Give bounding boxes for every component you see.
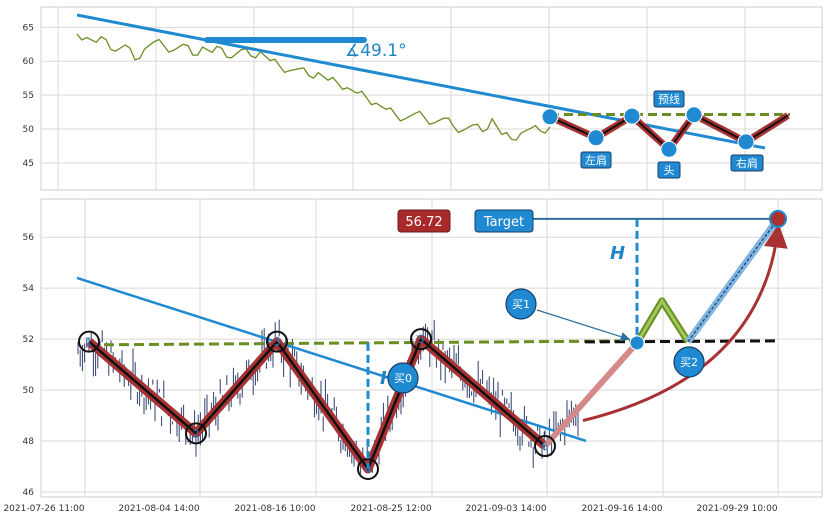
top-y-ticks: 45 50 55 60 65 <box>23 23 35 169</box>
pivot-circle <box>357 457 379 480</box>
target-label-box: Target <box>474 209 534 233</box>
bottom-y-tick-label: 46 <box>23 488 35 498</box>
bottom-grid <box>41 199 822 497</box>
pivot-markers: 1 2 3 4 5 6 <box>78 328 556 480</box>
retest-line <box>635 298 690 344</box>
bottom-x-ticks: 2021-07-26 11:00 2021-08-04 14:00 2021-08-… <box>3 504 777 514</box>
pivot-label: 6 <box>542 440 549 453</box>
neckline-extension <box>584 339 779 344</box>
buy1-marker: 买1 <box>505 288 537 320</box>
zigzag-line <box>88 337 546 472</box>
bottom-neckline <box>88 339 638 347</box>
right-shoulder-label: 右肩 <box>730 154 764 172</box>
top-panel-frame <box>40 6 823 191</box>
projection-to-neck <box>542 340 640 449</box>
pivot-circle <box>78 330 100 353</box>
top-y-tick-label: 60 <box>23 57 35 67</box>
svg-text:56.72: 56.72 <box>405 215 442 230</box>
svg-text:买0: 买0 <box>394 372 412 385</box>
bottom-y-tick-label: 54 <box>23 284 35 294</box>
x-tick-label: 2021-08-25 12:00 <box>350 504 431 514</box>
pivot-label: 5 <box>418 333 425 346</box>
pivot-circle <box>410 328 432 351</box>
pivot-label: 3 <box>274 336 281 349</box>
buy-markers: 买0 买1 买2 <box>387 288 705 394</box>
top-pattern-point <box>737 133 755 151</box>
pivot-circle <box>185 422 207 445</box>
target-point <box>769 209 787 228</box>
bottom-y-tick-label: 52 <box>23 335 34 345</box>
height-label-right: H <box>610 243 625 264</box>
top-y-tick-label: 45 <box>23 159 34 169</box>
svg-text:买2: 买2 <box>680 356 698 369</box>
top-y-tick-label: 55 <box>23 91 34 101</box>
target-arc <box>582 223 788 423</box>
top-panel: 45 50 55 60 65 ∡49.1° 左肩 头 右肩 预线 <box>23 6 823 191</box>
top-pattern-point <box>587 129 605 147</box>
projection-to-target-dash <box>687 218 779 342</box>
buy0-marker: 买0 <box>387 362 419 394</box>
top-pattern-point <box>660 140 678 158</box>
buy2-marker: 买2 <box>673 346 705 378</box>
svg-text:头: 头 <box>664 164 675 177</box>
zigzag-pattern <box>86 334 548 474</box>
pivot-label: 2 <box>193 427 200 440</box>
x-tick-label: 2021-08-16 10:00 <box>234 504 315 514</box>
top-price-line <box>76 33 551 141</box>
svg-text:Target: Target <box>483 215 524 230</box>
svg-text:左肩: 左肩 <box>585 153 607 167</box>
pivot-label: 1 <box>86 336 93 349</box>
top-pattern-point <box>623 107 641 125</box>
x-tick-label: 2021-08-04 14:00 <box>118 504 199 514</box>
top-trendline <box>76 13 766 150</box>
target-price-box: 56.72 <box>397 209 451 233</box>
angle-label: ∡49.1° <box>345 41 407 61</box>
top-hs-pattern <box>541 106 790 158</box>
head-label: 头 <box>657 161 681 179</box>
bottom-y-tick-label: 48 <box>23 437 35 447</box>
pivot-circle <box>534 435 556 458</box>
x-tick-label: 2021-09-16 14:00 <box>581 504 662 514</box>
top-y-tick-label: 50 <box>23 125 35 135</box>
bottom-y-tick-label: 56 <box>23 233 35 243</box>
x-tick-label: 2021-09-03 14:00 <box>465 504 546 514</box>
bottom-y-ticks: 46 48 50 52 54 56 <box>23 233 35 498</box>
top-pattern-labels: 左肩 头 右肩 预线 <box>580 90 764 179</box>
pivot-circle <box>266 330 288 353</box>
x-tick-label: 2021-09-29 10:00 <box>696 504 777 514</box>
top-pattern-point <box>685 106 703 124</box>
left-shoulder-label: 左肩 <box>580 151 612 169</box>
forecast-label: 预线 <box>653 90 685 108</box>
x-tick-label: 2021-07-26 11:00 <box>3 504 84 514</box>
top-y-tick-label: 65 <box>23 23 34 33</box>
top-pattern-point <box>541 108 559 126</box>
svg-text:右肩: 右肩 <box>736 156 758 170</box>
svg-text:预线: 预线 <box>658 92 680 106</box>
pivot-label: 4 <box>365 463 372 476</box>
bottom-y-tick-label: 50 <box>23 386 35 396</box>
svg-text:买1: 买1 <box>512 298 530 311</box>
buy1-arrow <box>536 309 631 342</box>
